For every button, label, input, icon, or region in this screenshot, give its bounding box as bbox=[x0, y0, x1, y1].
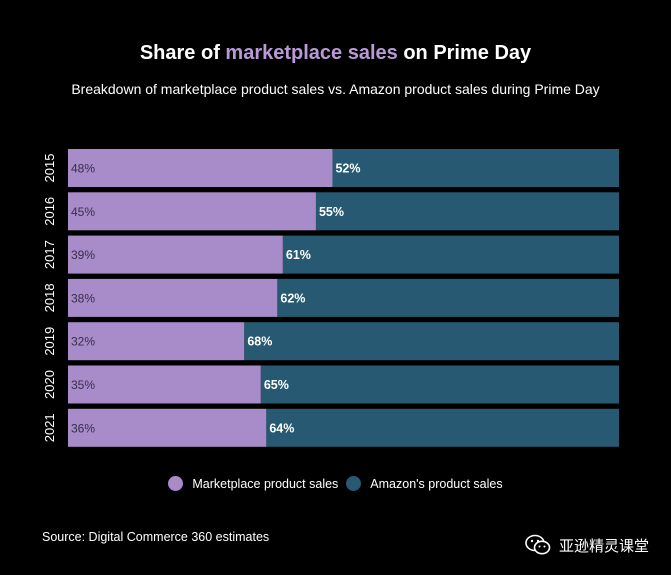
legend-label-marketplace: Marketplace product sales bbox=[192, 476, 339, 491]
bar-amazon-2019 bbox=[244, 322, 619, 361]
data-label-amazon-2021: 64% bbox=[269, 421, 294, 435]
data-label-marketplace-2017: 39% bbox=[71, 248, 95, 262]
legend-item-amazon: Amazon's product sales bbox=[346, 476, 503, 491]
tick-label-2020: 2020 bbox=[42, 370, 57, 399]
chart-title-highlight: marketplace sales bbox=[225, 42, 398, 64]
bar-amazon-2021 bbox=[266, 408, 619, 447]
bar-marketplace-2016 bbox=[68, 192, 316, 231]
tick-label-2021: 2021 bbox=[42, 413, 57, 442]
bar-amazon-2016 bbox=[315, 192, 619, 231]
stacked-bar-chart: 48% 52% 2015 45% 55% 2016 39% 61% 2017 38% 62% 2018… bbox=[42, 149, 619, 447]
tick-label-2018: 2018 bbox=[42, 283, 57, 312]
data-label-marketplace-2018: 38% bbox=[71, 291, 95, 305]
bar-amazon-2018 bbox=[277, 278, 619, 317]
tick-label-2019: 2019 bbox=[42, 327, 57, 356]
chart-legend: Marketplace product sales Amazon's produ… bbox=[0, 476, 671, 491]
data-label-amazon-2018: 62% bbox=[280, 291, 305, 305]
watermark: 亚逊精灵课堂 bbox=[525, 534, 649, 556]
bar-marketplace-2018 bbox=[68, 278, 278, 317]
bar-marketplace-2015 bbox=[68, 149, 333, 187]
chart-title: Share of marketplace sales on Prime Day bbox=[0, 42, 671, 65]
bar-amazon-2017 bbox=[282, 235, 619, 274]
data-label-amazon-2019: 68% bbox=[247, 335, 272, 349]
chart-title-suffix: on Prime Day bbox=[397, 42, 532, 64]
bar-marketplace-2017 bbox=[68, 235, 283, 274]
tick-label-2016: 2016 bbox=[42, 197, 57, 226]
chart-source: Source: Digital Commerce 360 estimates bbox=[42, 530, 270, 544]
legend-item-marketplace: Marketplace product sales bbox=[168, 476, 338, 491]
bar-marketplace-2020 bbox=[68, 365, 261, 404]
legend-swatch-marketplace bbox=[168, 476, 184, 491]
data-label-amazon-2020: 65% bbox=[264, 378, 289, 392]
data-label-marketplace-2020: 35% bbox=[71, 378, 95, 392]
data-label-marketplace-2019: 32% bbox=[71, 335, 95, 349]
chart-title-prefix: Share of bbox=[139, 42, 226, 64]
wechat-icon bbox=[525, 534, 551, 555]
data-label-marketplace-2016: 45% bbox=[71, 205, 95, 219]
tick-label-2015: 2015 bbox=[42, 154, 57, 183]
data-label-amazon-2017: 61% bbox=[286, 248, 311, 262]
bar-marketplace-2021 bbox=[68, 408, 267, 447]
tick-label-2017: 2017 bbox=[42, 240, 57, 269]
legend-label-amazon: Amazon's product sales bbox=[370, 476, 503, 491]
watermark-text: 亚逊精灵课堂 bbox=[558, 537, 649, 555]
data-label-amazon-2015: 52% bbox=[335, 162, 360, 176]
bar-amazon-2015 bbox=[332, 149, 619, 187]
data-label-marketplace-2021: 36% bbox=[71, 421, 95, 435]
legend-swatch-amazon bbox=[346, 476, 362, 491]
chart-subtitle: Breakdown of marketplace product sales v… bbox=[71, 81, 600, 97]
data-label-amazon-2016: 55% bbox=[319, 205, 344, 219]
bar-marketplace-2019 bbox=[68, 322, 245, 361]
data-label-marketplace-2015: 48% bbox=[71, 162, 95, 176]
bar-amazon-2020 bbox=[260, 365, 619, 404]
